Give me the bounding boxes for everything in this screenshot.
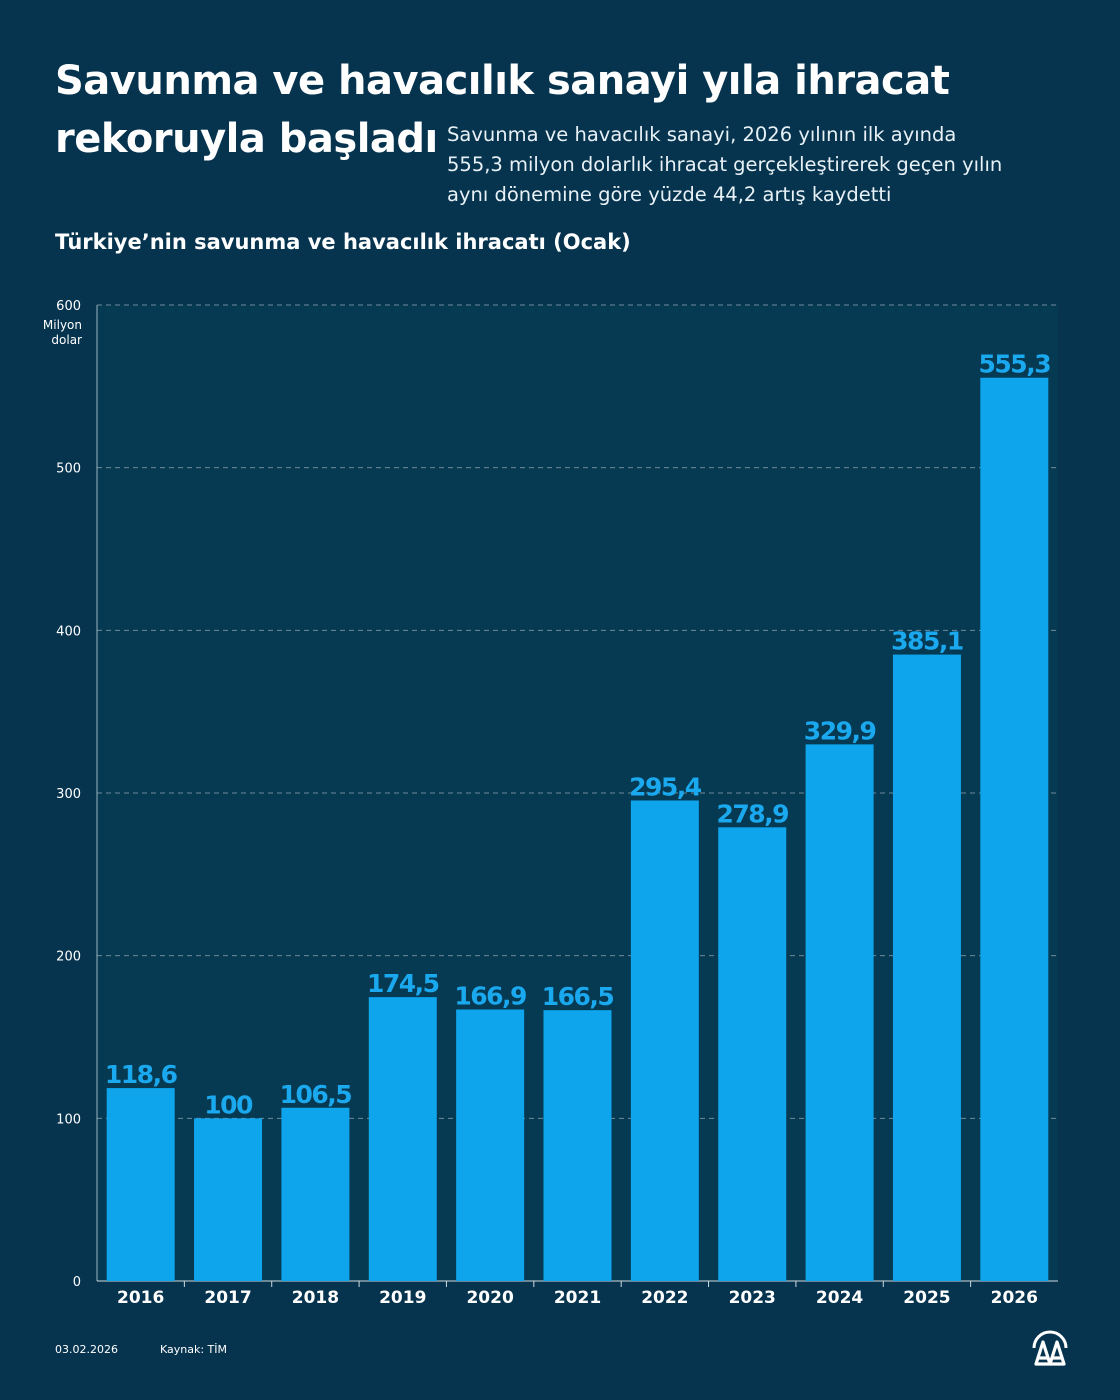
y-tick-label: 400 bbox=[56, 624, 81, 639]
x-tick-label: 2017 bbox=[204, 1288, 251, 1308]
bar-2021 bbox=[543, 1010, 612, 1281]
bar-2016 bbox=[106, 1088, 175, 1281]
data-label: 278,9 bbox=[716, 799, 788, 828]
data-label: 166,9 bbox=[454, 982, 526, 1011]
y-tick-label: 200 bbox=[56, 950, 81, 965]
y-axis-unit-label: Milyon dolar bbox=[30, 318, 82, 348]
footer-source: Kaynak: TİM bbox=[160, 1343, 228, 1356]
y-tick-label: 0 bbox=[73, 1275, 81, 1290]
y-tick-label: 100 bbox=[56, 1112, 81, 1127]
bar-2022 bbox=[630, 800, 699, 1281]
x-tick-label: 2024 bbox=[816, 1288, 863, 1308]
data-label: 295,4 bbox=[629, 772, 702, 801]
y-axis-unit-line-2: dolar bbox=[51, 333, 82, 347]
description: Savunma ve havacılık sanayi, 2026 yılını… bbox=[447, 120, 1067, 210]
x-tick-label: 2020 bbox=[466, 1288, 513, 1308]
bar-2020 bbox=[456, 1009, 525, 1281]
aa-logo-icon bbox=[1032, 1330, 1068, 1366]
bar-2024 bbox=[805, 744, 874, 1281]
title-line-1: Savunma ve havacılık sanayi yıla ihracat bbox=[55, 58, 950, 104]
x-tick-label: 2016 bbox=[117, 1288, 164, 1308]
x-tick-label: 2023 bbox=[729, 1288, 776, 1308]
data-label: 166,5 bbox=[542, 982, 614, 1011]
footer-date: 03.02.2026 bbox=[55, 1343, 118, 1356]
description-line-2: 555,3 milyon dolarlık ihracat gerçekleşt… bbox=[447, 153, 1003, 176]
bar-2018 bbox=[281, 1107, 350, 1281]
y-axis-unit-line-1: Milyon bbox=[42, 318, 82, 332]
data-label: 100 bbox=[204, 1090, 253, 1119]
title-line-2: rekoruyla başladı bbox=[55, 116, 438, 162]
data-label: 118,6 bbox=[105, 1060, 178, 1089]
data-label: 106,5 bbox=[280, 1080, 352, 1109]
x-tick-label: 2019 bbox=[379, 1288, 426, 1308]
description-line-3: aynı dönemine göre yüzde 44,2 artış kayd… bbox=[447, 183, 892, 206]
x-tick-label: 2018 bbox=[292, 1288, 339, 1308]
y-tick-label: 500 bbox=[56, 462, 81, 477]
bar-2026 bbox=[980, 377, 1049, 1281]
description-line-1: Savunma ve havacılık sanayi, 2026 yılını… bbox=[447, 123, 957, 146]
data-label: 329,9 bbox=[804, 716, 876, 745]
x-tick-label: 2025 bbox=[903, 1288, 950, 1308]
bar-2017 bbox=[194, 1118, 263, 1281]
page-title: Savunma ve havacılık sanayi yıla ihracat… bbox=[55, 52, 955, 168]
chart-subtitle: Türkiye’nin savunma ve havacılık ihracat… bbox=[55, 230, 631, 254]
bar-2023 bbox=[718, 827, 787, 1281]
bar-2019 bbox=[368, 997, 437, 1281]
bar-2025 bbox=[892, 654, 961, 1281]
y-tick-label: 300 bbox=[56, 787, 81, 802]
y-tick-label: 600 bbox=[56, 299, 81, 314]
data-label: 385,1 bbox=[891, 627, 963, 656]
x-tick-label: 2026 bbox=[991, 1288, 1038, 1308]
x-tick-label: 2022 bbox=[641, 1288, 688, 1308]
data-label: 174,5 bbox=[367, 969, 439, 998]
data-label: 555,3 bbox=[979, 350, 1051, 379]
x-tick-label: 2021 bbox=[554, 1288, 601, 1308]
